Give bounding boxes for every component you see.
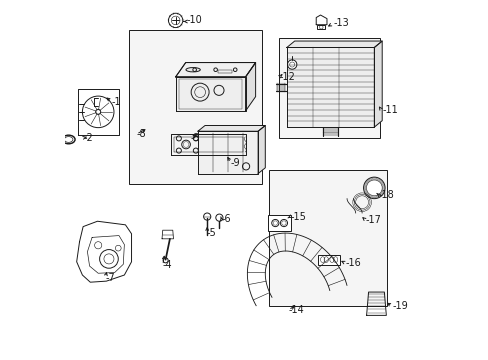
Bar: [217, 70, 231, 73]
Text: -7: -7: [105, 273, 115, 283]
Text: -16: -16: [345, 258, 361, 268]
Circle shape: [203, 213, 210, 220]
Text: -15: -15: [290, 212, 305, 221]
Polygon shape: [198, 131, 258, 174]
Text: -19: -19: [391, 301, 407, 311]
Circle shape: [214, 85, 224, 95]
Circle shape: [191, 83, 209, 101]
Text: -12: -12: [279, 72, 295, 82]
Ellipse shape: [185, 68, 200, 72]
Text: -9: -9: [230, 158, 240, 168]
Bar: [268, 170, 386, 306]
Circle shape: [287, 60, 296, 69]
Text: -14: -14: [287, 305, 304, 315]
Bar: [179, 79, 242, 109]
Text: -8: -8: [136, 129, 145, 139]
Circle shape: [215, 214, 223, 221]
Bar: [318, 255, 339, 265]
Polygon shape: [258, 126, 265, 174]
Polygon shape: [198, 126, 265, 131]
Text: -5: -5: [206, 228, 216, 238]
Polygon shape: [373, 41, 382, 127]
Text: -13: -13: [333, 18, 348, 28]
Text: -3: -3: [190, 133, 200, 143]
Circle shape: [363, 177, 384, 199]
Text: -4: -4: [163, 260, 172, 270]
Text: -6: -6: [221, 215, 230, 224]
Polygon shape: [286, 48, 373, 127]
Text: -1: -1: [111, 97, 121, 107]
Bar: [278, 39, 379, 138]
Text: -17: -17: [365, 215, 381, 225]
Text: -18: -18: [378, 190, 394, 200]
Polygon shape: [286, 41, 382, 48]
Bar: [129, 30, 261, 184]
Bar: [317, 25, 325, 30]
Polygon shape: [245, 63, 255, 111]
Text: -2: -2: [83, 133, 93, 143]
Circle shape: [168, 13, 183, 28]
Polygon shape: [175, 63, 255, 77]
Bar: [267, 215, 290, 231]
Polygon shape: [175, 77, 245, 111]
Text: -10: -10: [186, 15, 202, 26]
Text: -11: -11: [382, 105, 398, 115]
